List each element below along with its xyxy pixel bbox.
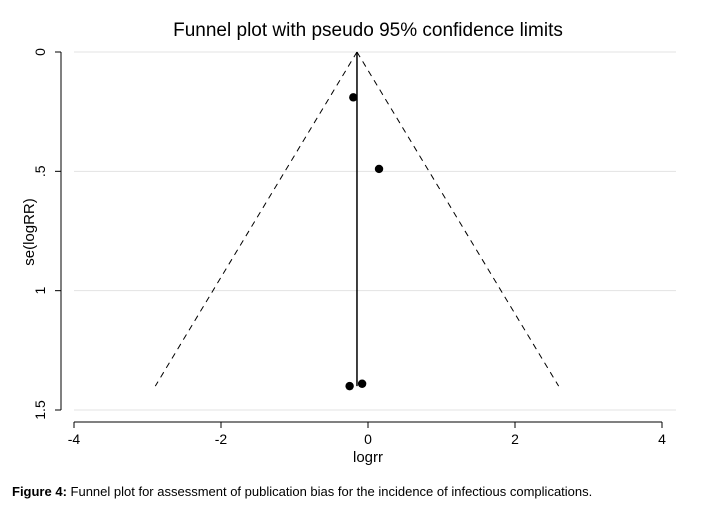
x-tick-label-4: 4 [658, 431, 666, 447]
chart-title: Funnel plot with pseudo 95% confidence l… [173, 20, 563, 41]
y-tick-label-2: 1 [32, 287, 48, 295]
x-tick-label-0: -4 [68, 431, 81, 447]
study-point-2 [345, 381, 354, 391]
study-point-0 [349, 93, 358, 102]
caption-text: Funnel plot for assessment of publicatio… [66, 484, 593, 499]
y-tick-label-3: 1.5 [32, 400, 48, 420]
y-axis-label: se(logRR) [21, 198, 38, 266]
figure-caption: Figure 4: Funnel plot for assessment of … [12, 484, 697, 499]
caption-label: Figure 4: [12, 484, 67, 499]
funnel-plot: Funnel plot with pseudo 95% confidence l… [21, 20, 676, 466]
funnel-left-limit [154, 51, 358, 387]
y-tick-label-1: .5 [32, 165, 48, 177]
funnel-right-limit [356, 51, 560, 387]
x-tick-label-1: -2 [215, 431, 228, 447]
x-tick-label-3: 2 [511, 431, 519, 447]
x-tick-label-2: 0 [364, 431, 372, 447]
study-point-1 [374, 164, 384, 174]
study-point-3 [357, 379, 367, 388]
y-tick-label-0: 0 [32, 48, 48, 56]
x-axis-label: logrr [353, 449, 383, 466]
funnel-plot-svg: Funnel plot with pseudo 95% confidence l… [21, 20, 676, 466]
